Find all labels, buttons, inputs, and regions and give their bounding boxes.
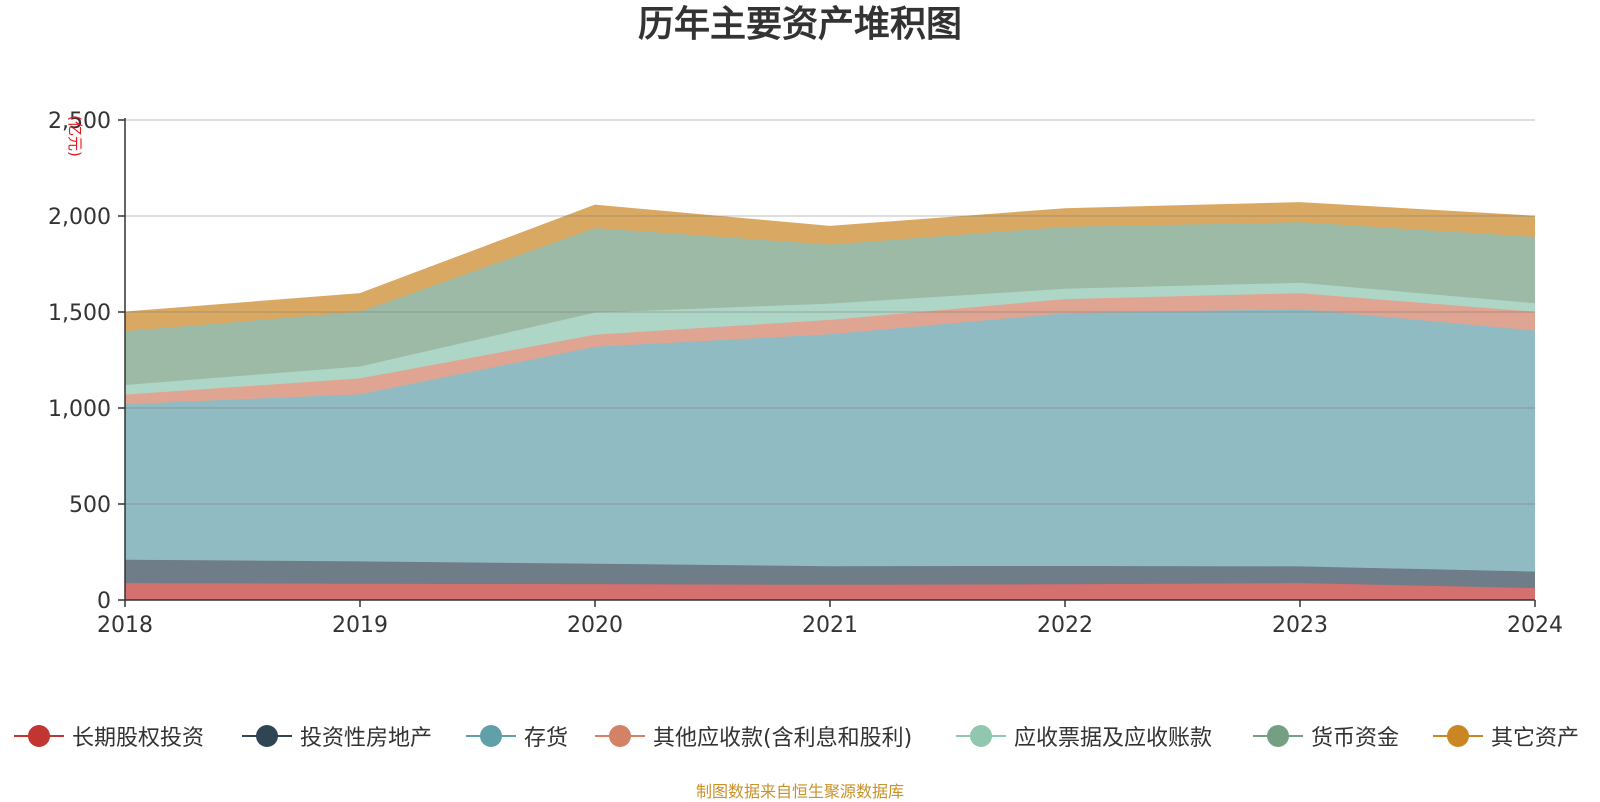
- legend-line-marker: [466, 725, 516, 747]
- legend-item[interactable]: 应收票据及应收账款: [956, 718, 1212, 754]
- stacked-area-chart: 0 500 1,000 1,500 2,000 2,500 2018 2019 2020 2021…: [48, 109, 1563, 638]
- legend-item[interactable]: 货币资金: [1253, 718, 1399, 754]
- y-tick-label-5: 2,500: [48, 109, 111, 134]
- legend-circle-icon: [609, 725, 631, 747]
- legend-label: 投资性房地产: [300, 726, 433, 751]
- legend-circle-icon: [1447, 725, 1469, 747]
- area-series-1: [125, 583, 1535, 600]
- area-series-7: [125, 202, 1535, 332]
- y-tick-label-0: 0: [97, 589, 111, 614]
- chart-legend: 长期股权投资 投资性房地产 存货 其他应收款(含利息和股利) 应收票据及应收账款 货币资金…: [0, 718, 1600, 754]
- legend-label: 货币资金: [1311, 726, 1400, 751]
- y-tick-label-1: 500: [69, 493, 111, 518]
- legend-circle-icon: [970, 725, 992, 747]
- y-axis-label: (亿元): [66, 115, 84, 157]
- legend-line-marker: [1433, 725, 1483, 747]
- x-tick-label-5: 2023: [1272, 613, 1328, 638]
- area-series-3: [125, 309, 1535, 572]
- y-tick-label-3: 1,500: [48, 301, 111, 326]
- legend-circle-icon: [1267, 725, 1289, 747]
- legend-circle-icon: [480, 725, 502, 747]
- x-tick-label-3: 2021: [802, 613, 858, 638]
- legend-item[interactable]: 存货: [466, 718, 568, 754]
- legend-circle-icon: [28, 725, 50, 747]
- x-tick-label-0: 2018: [97, 613, 153, 638]
- legend-line-marker: [14, 725, 64, 747]
- legend-label: 存货: [524, 726, 569, 751]
- area-series-4: [125, 293, 1535, 405]
- x-tick-label-4: 2022: [1037, 613, 1093, 638]
- y-tick-label-4: 2,000: [48, 205, 111, 230]
- legend-item[interactable]: 其它资产: [1433, 718, 1579, 754]
- legend-label: 其他应收款(含利息和股利): [653, 726, 913, 751]
- x-tick-label-1: 2019: [332, 613, 388, 638]
- legend-label: 其它资产: [1491, 726, 1580, 751]
- legend-circle-icon: [256, 725, 278, 747]
- source-note: 制图数据来自恒生聚源数据库: [695, 782, 904, 801]
- legend-line-marker: [1253, 725, 1303, 747]
- legend-item[interactable]: 投资性房地产: [242, 718, 432, 754]
- area-series-6: [125, 222, 1535, 385]
- legend-item[interactable]: 长期股权投资: [14, 718, 204, 754]
- legend-line-marker: [242, 725, 292, 747]
- line-series-7: [124, 202, 1536, 313]
- chart-title: 历年主要资产堆积图: [637, 4, 962, 45]
- legend-line-marker: [956, 725, 1006, 747]
- x-tick-label-6: 2024: [1507, 613, 1563, 638]
- area-series-2: [125, 559, 1535, 589]
- area-series-5: [125, 282, 1535, 395]
- legend-label: 长期股权投资: [72, 726, 205, 751]
- legend-item[interactable]: 其他应收款(含利息和股利): [595, 718, 912, 754]
- x-tick-label-2: 2020: [567, 613, 623, 638]
- legend-label: 应收票据及应收账款: [1014, 726, 1213, 751]
- legend-line-marker: [595, 725, 645, 747]
- y-tick-label-2: 1,000: [48, 397, 111, 422]
